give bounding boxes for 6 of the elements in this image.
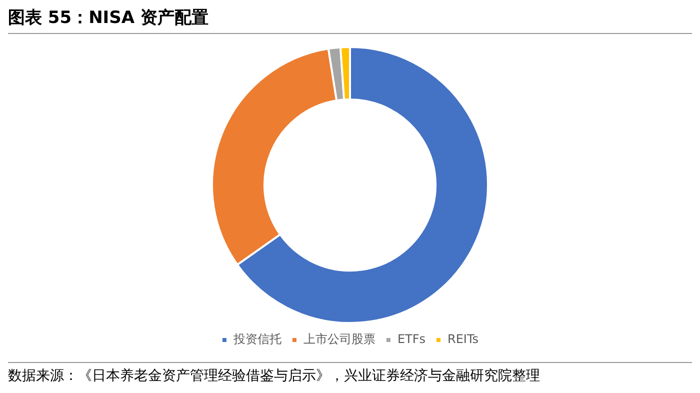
legend-label: 投资信托 bbox=[232, 332, 282, 346]
source-note: 数据来源：《日本养老金资产管理经验借鉴与启示》，兴业证券经济与金融研究院整理 bbox=[8, 362, 692, 385]
legend-label: ETFs bbox=[397, 332, 426, 346]
chart-title: 图表 55：NISA 资产配置 bbox=[8, 6, 692, 34]
legend-label: 上市公司股票 bbox=[303, 332, 376, 346]
legend-label: REITs bbox=[448, 332, 479, 346]
